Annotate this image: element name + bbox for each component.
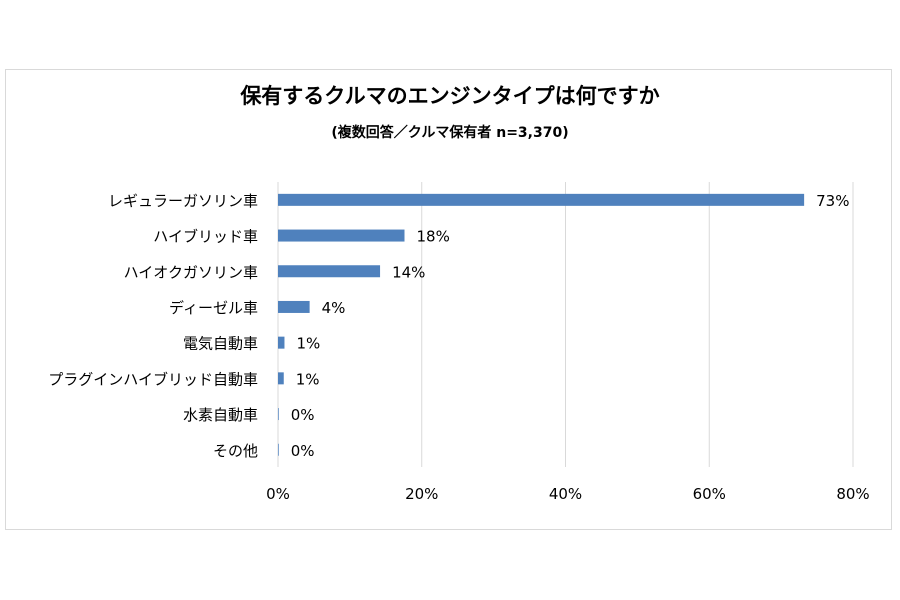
chart-title: 保有するクルマのエンジンタイプは何ですか [240, 84, 660, 108]
x-tick-label: 60% [693, 485, 726, 503]
category-label: レギュラーガソリン車 [108, 192, 258, 210]
value-label: 4% [322, 299, 346, 317]
category-label: ハイブリッド車 [153, 228, 258, 246]
value-label: 18% [417, 228, 450, 246]
bar [278, 229, 405, 242]
category-label: ハイオクガソリン車 [124, 263, 258, 281]
value-label: 0% [291, 406, 315, 424]
x-tick-label: 0% [266, 485, 290, 503]
label-layer: 0% 20% 40% 60% 80% レギュラーガソリン車 73% ハイブリッド車 18% ハイオ… [48, 192, 869, 503]
bar [278, 336, 285, 349]
category-label: 電気自動車 [183, 335, 258, 353]
bar [278, 443, 279, 456]
x-tick-label: 80% [836, 485, 869, 503]
value-label: 0% [291, 442, 315, 460]
bar-layer [278, 193, 805, 456]
category-label: プラグインハイブリッド自動車 [48, 370, 258, 388]
category-label: その他 [213, 442, 258, 460]
grid-layer [277, 182, 854, 467]
chart-frame [5, 69, 892, 530]
category-label: 水素自動車 [183, 406, 258, 424]
bar [278, 408, 279, 421]
bar [278, 193, 805, 206]
bar [278, 300, 310, 313]
value-label: 14% [392, 263, 425, 281]
value-label: 1% [296, 335, 320, 353]
value-label: 1% [296, 370, 320, 388]
x-tick-label: 20% [405, 485, 438, 503]
bar [278, 372, 284, 385]
x-tick-label: 40% [549, 485, 582, 503]
category-label: ディーゼル車 [169, 299, 258, 317]
value-label: 73% [816, 192, 849, 210]
chart-subtitle: (複数回答／クルマ保有者 n=3,370) [331, 125, 569, 141]
bar [278, 265, 381, 278]
